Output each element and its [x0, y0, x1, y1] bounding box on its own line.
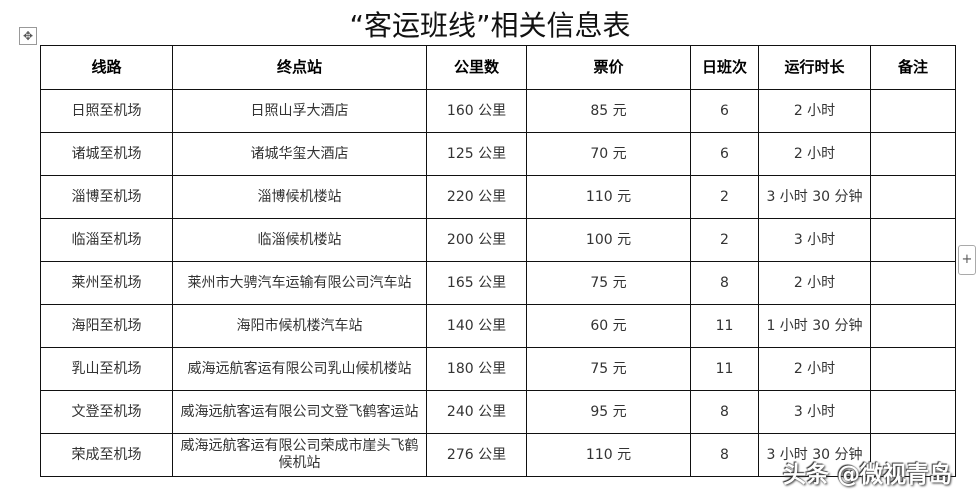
cell-remarks[interactable] [870, 390, 956, 434]
cell-distance[interactable]: 160 公里 [426, 89, 527, 133]
cell-route[interactable]: 临淄至机场 [40, 218, 173, 262]
cell-daily-trips[interactable]: 8 [690, 261, 759, 305]
cell-duration[interactable]: 3 小时 30 分钟 [758, 433, 871, 477]
cell-daily-trips[interactable]: 2 [690, 218, 759, 262]
cell-price[interactable]: 70 元 [526, 132, 691, 176]
cell-remarks[interactable] [870, 218, 956, 262]
cell-price[interactable]: 75 元 [526, 261, 691, 305]
cell-daily-trips[interactable]: 11 [690, 347, 759, 391]
table-row: 海阳至机场 海阳市候机楼汽车站 140 公里 60 元 11 1 小时 30 分钟 [40, 304, 956, 348]
cell-price[interactable]: 110 元 [526, 175, 691, 219]
cell-duration[interactable]: 2 小时 [758, 89, 871, 133]
cell-route[interactable]: 日照至机场 [40, 89, 173, 133]
cell-price[interactable]: 85 元 [526, 89, 691, 133]
table-row: 乳山至机场 威海远航客运有限公司乳山候机楼站 180 公里 75 元 11 2 小时 [40, 347, 956, 391]
cell-price[interactable]: 75 元 [526, 347, 691, 391]
cell-duration[interactable]: 3 小时 30 分钟 [758, 175, 871, 219]
cell-terminal[interactable]: 日照山孚大酒店 [172, 89, 427, 133]
cell-distance[interactable]: 140 公里 [426, 304, 527, 348]
header-terminal: 终点站 [172, 45, 427, 90]
cell-terminal[interactable]: 淄博候机楼站 [172, 175, 427, 219]
cell-daily-trips[interactable]: 8 [690, 433, 759, 477]
watermark: 头条 @微视青岛 [783, 462, 953, 488]
cell-price[interactable]: 100 元 [526, 218, 691, 262]
cell-route[interactable]: 淄博至机场 [40, 175, 173, 219]
cell-remarks[interactable] [870, 347, 956, 391]
cell-distance[interactable]: 276 公里 [426, 433, 527, 477]
header-duration: 运行时长 [758, 45, 871, 90]
cell-route[interactable]: 文登至机场 [40, 390, 173, 434]
header-row: 线路 终点站 公里数 票价 日班次 运行时长 备注 [40, 45, 956, 90]
info-table: 线路 终点站 公里数 票价 日班次 运行时长 备注 日照至机场 日照山孚大酒店 160 公里 85… [40, 45, 956, 477]
cell-duration[interactable]: 3 小时 [758, 390, 871, 434]
header-route: 线路 [40, 45, 173, 90]
header-distance: 公里数 [426, 45, 527, 90]
cell-distance[interactable]: 180 公里 [426, 347, 527, 391]
cell-terminal[interactable]: 莱州市大骋汽车运输有限公司汽车站 [172, 261, 427, 305]
header-price: 票价 [526, 45, 691, 90]
cell-remarks[interactable] [870, 261, 956, 305]
cell-distance[interactable]: 220 公里 [426, 175, 527, 219]
header-daily-trips: 日班次 [690, 45, 759, 90]
cell-route[interactable]: 莱州至机场 [40, 261, 173, 305]
cell-terminal[interactable]: 威海远航客运有限公司文登飞鹤客运站 [172, 390, 427, 434]
table-move-handle-icon[interactable]: ✥ [19, 27, 37, 45]
cell-remarks[interactable] [870, 175, 956, 219]
cell-route[interactable]: 乳山至机场 [40, 347, 173, 391]
cell-duration[interactable]: 2 小时 [758, 347, 871, 391]
cell-daily-trips[interactable]: 8 [690, 390, 759, 434]
cell-daily-trips[interactable]: 2 [690, 175, 759, 219]
cell-price[interactable]: 60 元 [526, 304, 691, 348]
cell-daily-trips[interactable]: 6 [690, 89, 759, 133]
cell-daily-trips[interactable]: 11 [690, 304, 759, 348]
cell-duration[interactable]: 2 小时 [758, 261, 871, 305]
cell-terminal[interactable]: 威海远航客运有限公司乳山候机楼站 [172, 347, 427, 391]
cell-terminal[interactable]: 临淄候机楼站 [172, 218, 427, 262]
cell-remarks[interactable] [870, 132, 956, 176]
cell-distance[interactable]: 125 公里 [426, 132, 527, 176]
cell-price[interactable]: 110 元 [526, 433, 691, 477]
cell-remarks[interactable] [870, 433, 956, 477]
cell-distance[interactable]: 200 公里 [426, 218, 527, 262]
cell-price[interactable]: 95 元 [526, 390, 691, 434]
cell-remarks[interactable] [870, 89, 956, 133]
cell-duration[interactable]: 3 小时 [758, 218, 871, 262]
cell-remarks[interactable] [870, 304, 956, 348]
cell-route[interactable]: 海阳至机场 [40, 304, 173, 348]
cell-terminal[interactable]: 威海远航客运有限公司荣成市崖头飞鹤候机站 [172, 433, 427, 477]
cell-distance[interactable]: 165 公里 [426, 261, 527, 305]
cell-terminal[interactable]: 诸城华玺大酒店 [172, 132, 427, 176]
page-title: “客运班线”相关信息表 [349, 9, 631, 42]
cell-route[interactable]: 诸城至机场 [40, 132, 173, 176]
cell-daily-trips[interactable]: 6 [690, 132, 759, 176]
cell-route[interactable]: 荣成至机场 [40, 433, 173, 477]
cell-duration[interactable]: 1 小时 30 分钟 [758, 304, 871, 348]
header-remarks: 备注 [870, 45, 956, 90]
cell-duration[interactable]: 2 小时 [758, 132, 871, 176]
cell-terminal[interactable]: 海阳市候机楼汽车站 [172, 304, 427, 348]
add-column-plus-icon[interactable]: + [958, 245, 976, 275]
cell-distance[interactable]: 240 公里 [426, 390, 527, 434]
